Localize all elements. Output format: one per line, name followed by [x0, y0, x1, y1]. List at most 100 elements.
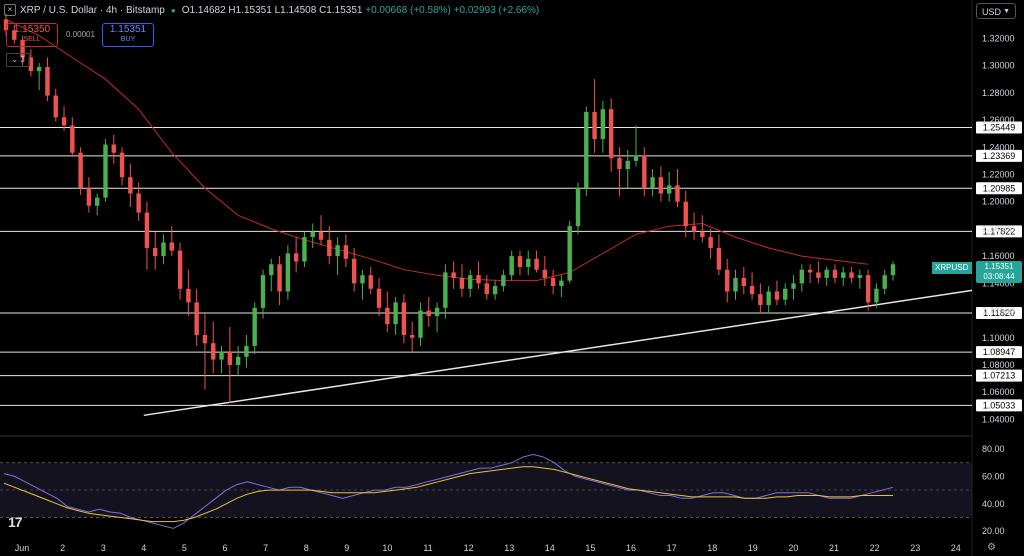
level-tag [976, 369, 1022, 382]
buy-button[interactable]: 1.15351 BUY [102, 23, 154, 47]
time-tick-label: 2 [60, 543, 65, 553]
time-tick-label: 18 [707, 543, 717, 553]
sell-label: SELL [23, 36, 41, 43]
candle-body [260, 275, 266, 308]
gear-icon[interactable]: ⚙ [987, 542, 996, 553]
tradingview-logo-icon[interactable]: 17 [8, 514, 23, 530]
candle-body [517, 256, 523, 267]
time-tick-label: 15 [585, 543, 595, 553]
candle-body [633, 155, 639, 161]
level-tag [976, 225, 1022, 238]
candle-body [542, 269, 548, 278]
level-label: 1.08947 [983, 347, 1016, 357]
time-tick-label: 10 [382, 543, 392, 553]
candle-body [136, 193, 141, 213]
change-value: +0.00668 (+0.58%) [365, 4, 451, 16]
candle-body [418, 310, 423, 338]
candle-body [625, 160, 630, 170]
symbol-price-tag: XRPUSD [932, 262, 972, 274]
time-tick-label: Jun [15, 543, 30, 553]
candle-body [186, 288, 191, 303]
candle-body [227, 351, 233, 365]
candle-body [434, 307, 440, 316]
time-tick-label: 24 [951, 543, 961, 553]
candle-body [509, 256, 514, 276]
buy-label: BUY [120, 36, 136, 43]
candle-body [53, 95, 58, 118]
time-tick-label: 23 [910, 543, 920, 553]
candle-body [642, 155, 647, 189]
candle-body [70, 125, 75, 153]
level-tag [976, 149, 1022, 162]
candle-body [3, 19, 9, 31]
candle-body [534, 258, 539, 270]
candle-body [725, 269, 730, 292]
candle-body [526, 258, 531, 267]
price-tick-label: 1.14000 [982, 278, 1015, 288]
level-label: 1.11820 [983, 308, 1015, 318]
candle-body [277, 264, 282, 292]
candle-body [890, 264, 896, 276]
candle-body [832, 269, 838, 278]
candle-body [211, 343, 216, 360]
level-tag [976, 182, 1022, 195]
time-tick-label: 8 [304, 543, 309, 553]
candle-body [550, 277, 556, 287]
time-tick-label: 6 [222, 543, 227, 553]
level-tag [976, 121, 1022, 134]
candle-body [310, 231, 315, 238]
grid-layer [0, 0, 973, 556]
time-tick-label: 14 [545, 543, 555, 553]
candle-body [791, 283, 796, 289]
candle-body [733, 277, 738, 292]
candle-body [302, 237, 307, 262]
candle-body [318, 231, 324, 240]
bar-countdown: 03:08:44 [983, 272, 1015, 281]
close-value: C1.15351 [319, 4, 363, 16]
candle-body [658, 177, 664, 194]
candle-body [807, 269, 813, 273]
spread-value: 0.00001 [66, 30, 95, 39]
candle-body [476, 275, 481, 284]
level-tag [976, 346, 1022, 359]
level-tag [976, 399, 1022, 412]
candle-body [683, 201, 688, 227]
sell-button[interactable]: 1.15350 SELL [6, 23, 58, 47]
indicators-toggle[interactable]: ⌄ 3 [6, 53, 30, 67]
candle-body [360, 275, 365, 284]
candle-body [327, 239, 332, 257]
symbol-title[interactable]: XRP / U.S. Dollar · 4h · Bitstamp [20, 4, 165, 16]
candle-body [666, 185, 672, 194]
candle-body [501, 275, 506, 287]
time-tick-label: 22 [870, 543, 880, 553]
level-label: 1.07213 [983, 371, 1016, 381]
candle-body [824, 269, 829, 278]
last-price: 1.15351 [984, 262, 1014, 271]
candle-body [376, 288, 382, 308]
price-tick-label: 1.18000 [982, 224, 1015, 234]
buy-price: 1.15351 [109, 24, 147, 35]
axes: 1.32000 1.30000 1.28000 1.26000 1.24000 1.220… [15, 33, 1015, 553]
price-tick-label: 1.32000 [982, 33, 1015, 43]
time-tick-label: 11 [423, 543, 432, 553]
candle-body [468, 275, 473, 289]
candle-body [484, 283, 490, 295]
candle-body [36, 66, 42, 72]
candle-body [119, 152, 125, 178]
candle-body [451, 272, 456, 278]
candle-body [194, 302, 199, 336]
currency-select[interactable]: USD ▼ [976, 3, 1016, 19]
time-tick-label: 4 [141, 543, 146, 553]
close-icon[interactable]: × [4, 4, 16, 16]
candle-body [12, 30, 17, 40]
low-value: L1.14508 [274, 4, 317, 16]
candle-body [816, 272, 821, 278]
trendline [143, 289, 973, 417]
market-status-icon: ● [170, 5, 176, 15]
candle-body [269, 264, 274, 276]
time-tick-label: 9 [344, 543, 349, 553]
time-tick-label: 12 [464, 543, 474, 553]
level-label: 1.05033 [983, 400, 1016, 410]
rsi-ma-line [3, 466, 893, 523]
